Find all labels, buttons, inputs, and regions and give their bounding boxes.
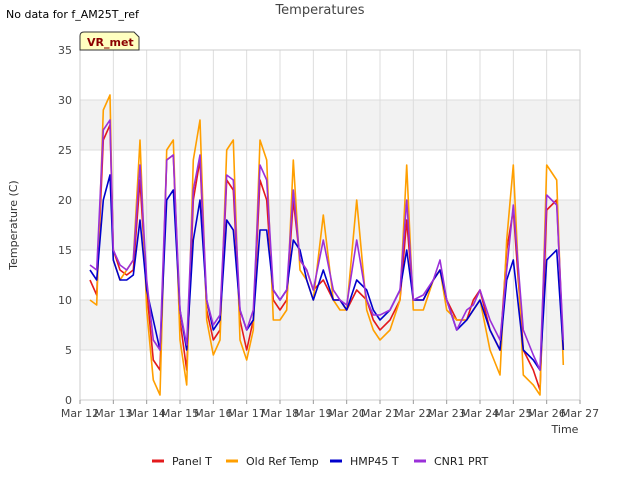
plot-band [80, 200, 580, 250]
plot-background [80, 100, 580, 350]
vr-met-badge: VR_met [79, 31, 140, 51]
y-tick-label: 0 [65, 394, 72, 407]
x-tick-label: Mar 14 [128, 407, 166, 420]
plot-border [79, 49, 581, 401]
x-tick-label: Mar 25 [494, 407, 532, 420]
x-axis-title: Time [551, 423, 579, 436]
chart-title: Temperatures [274, 3, 364, 18]
y-tick-label: 10 [58, 294, 72, 307]
x-tick-label: Mar 22 [394, 407, 432, 420]
plot-band [80, 100, 580, 150]
x-tick-label: Mar 12 [61, 407, 99, 420]
badge-background [79, 31, 140, 51]
series-lines [89, 94, 565, 396]
series-line-hmp45-t [89, 174, 565, 371]
series-line-cnr1-prt [89, 119, 565, 371]
x-tick-label: Mar 19 [294, 407, 332, 420]
x-tick-label: Mar 20 [328, 407, 366, 420]
x-tick-label: Mar 17 [228, 407, 266, 420]
x-tick-label: Mar 21 [361, 407, 399, 420]
y-tick-label: 20 [58, 194, 72, 207]
no-data-note: No data for f_AM25T_ref [6, 8, 140, 21]
y-tick-label: 5 [65, 344, 72, 357]
x-tick-label: Mar 23 [428, 407, 466, 420]
x-tick-label: Mar 24 [461, 407, 499, 420]
y-tick-label: 15 [58, 244, 72, 257]
x-tick-label: Mar 27 [561, 407, 599, 420]
y-tick-label: 25 [58, 144, 72, 157]
legend-label-cnr1-prt: CNR1 PRT [434, 455, 489, 468]
x-tick-label: Mar 18 [261, 407, 299, 420]
legend-label-panel-t: Panel T [172, 455, 212, 468]
legend-label-hmp45-t: HMP45 T [350, 455, 399, 468]
badge-label: VR_met [87, 36, 134, 49]
x-tick-label: Mar 26 [528, 407, 566, 420]
x-tick-label: Mar 16 [194, 407, 232, 420]
x-tick-label: Mar 13 [94, 407, 132, 420]
y-axis-title: Temperature (C) [7, 180, 20, 270]
y-tick-label: 30 [58, 94, 72, 107]
y-tick-label: 35 [58, 44, 72, 57]
y-axis-ticks: 0 5 10 15 20 25 30 35 [58, 44, 72, 407]
legend-label-old-ref-temp: Old Ref Temp [246, 455, 319, 468]
x-tick-label: Mar 15 [161, 407, 199, 420]
legend: Panel T Old Ref Temp HMP45 T CNR1 PRT [152, 455, 489, 468]
